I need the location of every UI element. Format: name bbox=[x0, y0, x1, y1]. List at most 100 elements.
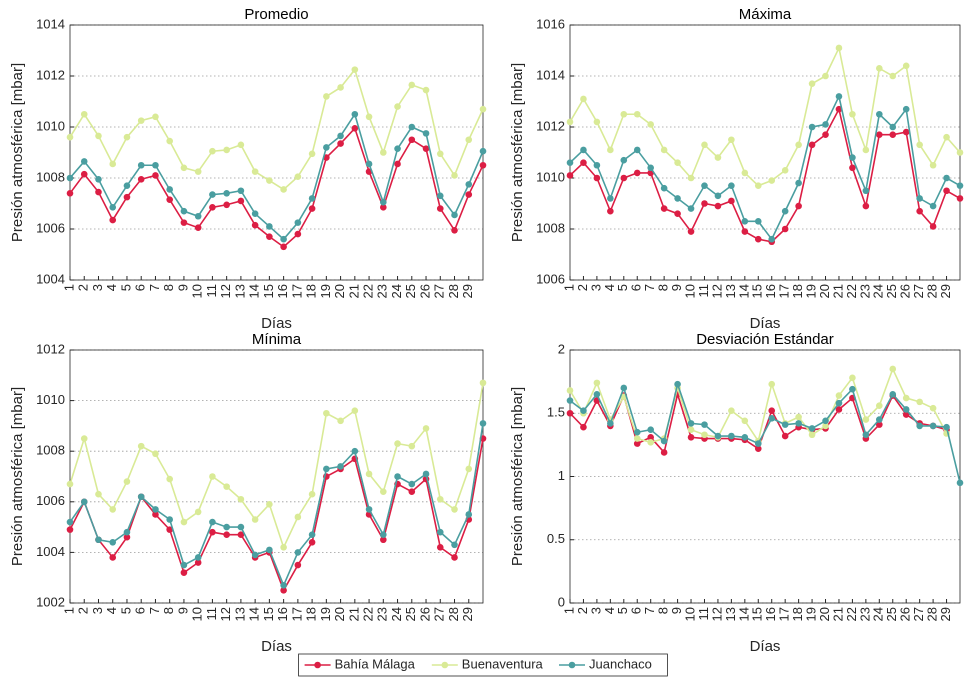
data-point bbox=[902, 406, 910, 413]
data-point bbox=[223, 523, 230, 531]
data-point bbox=[166, 516, 173, 523]
x-tick-label: 21 bbox=[346, 284, 361, 298]
data-point bbox=[223, 531, 230, 538]
x-tick-label: 10 bbox=[190, 284, 205, 298]
data-point bbox=[633, 428, 641, 436]
x-tick-label: 3 bbox=[588, 607, 603, 614]
data-point bbox=[451, 541, 458, 549]
data-point bbox=[902, 128, 910, 136]
data-point bbox=[728, 136, 735, 144]
data-point bbox=[862, 416, 870, 423]
x-tick-label: 3 bbox=[90, 284, 105, 291]
x-tick-label: 28 bbox=[446, 284, 461, 298]
data-point bbox=[701, 200, 708, 207]
data-point bbox=[237, 197, 245, 205]
x-tick-label: 17 bbox=[289, 284, 304, 298]
data-point bbox=[123, 533, 131, 541]
data-point bbox=[889, 72, 897, 80]
data-point bbox=[266, 546, 273, 554]
x-tick-label: 8 bbox=[656, 607, 671, 614]
x-tick-label: 20 bbox=[332, 607, 347, 621]
data-point bbox=[674, 159, 681, 166]
x-tick-label: 1 bbox=[61, 284, 76, 291]
data-point bbox=[714, 192, 722, 200]
data-point bbox=[822, 121, 829, 128]
x-tick-label: 13 bbox=[723, 607, 738, 621]
data-point bbox=[956, 479, 964, 487]
data-point bbox=[956, 195, 964, 202]
x-tick-label: 27 bbox=[432, 284, 447, 298]
data-point bbox=[593, 161, 601, 169]
x-tick-label: 11 bbox=[696, 284, 711, 298]
data-point bbox=[607, 195, 614, 202]
data-point bbox=[66, 133, 74, 141]
data-point bbox=[660, 437, 668, 445]
series-line bbox=[569, 381, 961, 484]
data-point bbox=[607, 420, 614, 427]
data-point bbox=[916, 141, 923, 149]
data-point bbox=[280, 581, 287, 589]
data-point bbox=[180, 569, 188, 576]
data-point bbox=[280, 235, 287, 243]
data-point bbox=[166, 186, 173, 193]
data-point bbox=[137, 117, 145, 124]
data-point bbox=[80, 110, 88, 118]
data-point bbox=[956, 182, 964, 189]
data-point bbox=[566, 172, 574, 179]
data-point bbox=[580, 146, 587, 154]
data-point bbox=[633, 146, 641, 154]
data-point bbox=[660, 205, 668, 212]
data-point bbox=[166, 137, 173, 145]
data-point bbox=[728, 182, 735, 189]
x-tick-label: 24 bbox=[871, 284, 886, 298]
data-point bbox=[647, 433, 654, 441]
x-tick-label: 20 bbox=[332, 284, 347, 298]
data-point bbox=[237, 187, 245, 195]
data-point bbox=[223, 146, 230, 154]
data-point bbox=[95, 188, 102, 196]
data-point bbox=[451, 172, 458, 179]
y-axis-label: Presión atmosférica [mbar] bbox=[509, 387, 526, 566]
plot-area bbox=[570, 25, 960, 280]
x-tick-label: 18 bbox=[790, 284, 805, 298]
x-tick-label: 6 bbox=[133, 284, 148, 291]
data-point bbox=[728, 407, 735, 415]
x-tick-label: 29 bbox=[460, 607, 475, 621]
data-point bbox=[916, 207, 923, 215]
x-axis-label: Días bbox=[261, 315, 292, 332]
data-point bbox=[180, 207, 188, 215]
data-point bbox=[194, 508, 202, 516]
data-point bbox=[862, 431, 870, 439]
x-tick-label: 19 bbox=[318, 607, 333, 621]
x-tick-label: 27 bbox=[911, 284, 926, 298]
data-point bbox=[408, 81, 416, 89]
data-point bbox=[701, 431, 708, 439]
data-point bbox=[436, 528, 444, 536]
x-axis-label: Días bbox=[750, 638, 781, 655]
data-point bbox=[728, 197, 735, 205]
data-point bbox=[323, 93, 330, 100]
data-point bbox=[451, 554, 458, 561]
data-point bbox=[394, 103, 401, 110]
y-tick-label: 1014 bbox=[36, 16, 65, 31]
x-tick-label: 28 bbox=[446, 607, 461, 621]
data-point bbox=[479, 161, 487, 169]
data-point bbox=[266, 223, 273, 230]
x-tick-label: 5 bbox=[118, 284, 133, 291]
y-axis-label: Presión atmosférica [mbar] bbox=[509, 63, 526, 242]
data-point bbox=[380, 536, 387, 544]
x-tick-label: 9 bbox=[669, 607, 684, 614]
data-point bbox=[465, 465, 473, 473]
x-tick-label: 28 bbox=[925, 284, 940, 298]
x-tick-label: 17 bbox=[289, 607, 304, 621]
legend-label: Buenaventura bbox=[462, 656, 544, 671]
data-point bbox=[365, 506, 373, 513]
data-point bbox=[916, 398, 923, 406]
data-point bbox=[123, 193, 131, 201]
x-tick-label: 11 bbox=[204, 607, 219, 621]
data-point bbox=[436, 150, 444, 158]
data-point bbox=[66, 526, 74, 533]
data-point bbox=[251, 221, 259, 229]
data-point bbox=[280, 587, 287, 594]
data-point bbox=[123, 133, 131, 141]
